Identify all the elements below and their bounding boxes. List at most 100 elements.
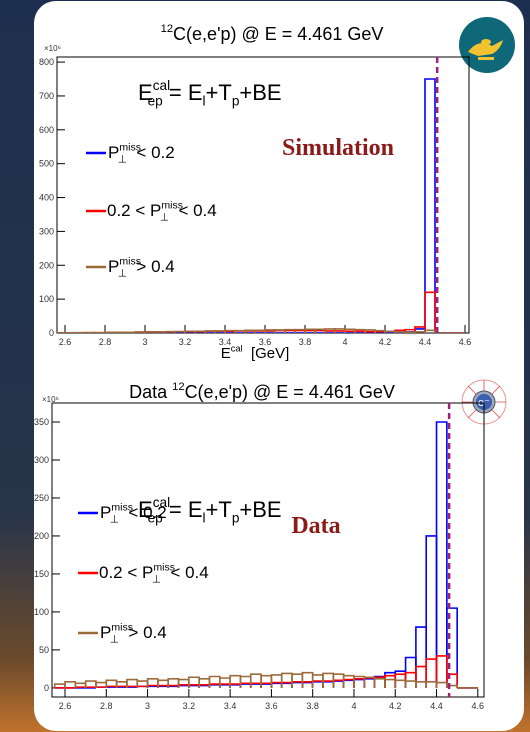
histogram-bin bbox=[424, 329, 436, 333]
plot-frame bbox=[51, 402, 485, 698]
text-part: < 0.2 bbox=[119, 503, 167, 522]
text-part: 12 bbox=[172, 381, 184, 393]
y-tick-label: 300 bbox=[39, 226, 54, 236]
electron-logo: e⁻ bbox=[461, 379, 507, 425]
x-tick-label: 4 bbox=[351, 701, 356, 711]
x-tick-label: 4.4 bbox=[419, 337, 432, 347]
text-part: = E bbox=[163, 497, 203, 522]
x-tick-label: 3.6 bbox=[265, 701, 278, 711]
legend-label: 0.2 < Pmiss ⊥ < 0.4 bbox=[107, 199, 217, 223]
histogram-bin bbox=[446, 607, 458, 688]
text-part: P bbox=[100, 503, 111, 522]
formula: Ecal ep = El+Tp+BE bbox=[138, 78, 282, 108]
text-part: 0.2 < bbox=[107, 201, 150, 220]
x-tick-label: 3.8 bbox=[299, 337, 312, 347]
histogram-bin bbox=[126, 686, 139, 688]
legend-label: Pmiss ⊥ > 0.4 bbox=[108, 255, 175, 279]
chart-title: 12C(e,e'p) @ E = 4.461 GeV bbox=[161, 23, 384, 44]
text-part: cal bbox=[153, 495, 170, 510]
text-part: P bbox=[100, 623, 111, 642]
y-tick-label: 100 bbox=[34, 607, 49, 617]
text-part: p bbox=[232, 511, 240, 526]
text-part: P bbox=[142, 563, 153, 582]
text-part: P bbox=[108, 143, 119, 162]
y-tick-label: 0 bbox=[49, 328, 54, 338]
text-part: ep bbox=[148, 94, 163, 109]
text-part: ⊥ bbox=[152, 573, 161, 585]
y-tick-label: 250 bbox=[34, 493, 49, 503]
text-part: > 0.4 bbox=[127, 257, 175, 276]
histogram-bin bbox=[446, 673, 458, 688]
text-part: P bbox=[150, 201, 161, 220]
text-part: +T bbox=[206, 80, 232, 105]
y-tick-label: 50 bbox=[39, 645, 49, 655]
text-part: C(e,e'p) @ E = 4.461 GeV bbox=[185, 382, 395, 402]
text-part: ep bbox=[148, 511, 163, 526]
histogram-bin bbox=[104, 331, 116, 333]
x-tick-label: 4.2 bbox=[389, 701, 402, 711]
annotation: Data bbox=[291, 513, 340, 539]
text-part: miss bbox=[161, 199, 183, 211]
y-tick-label: 200 bbox=[39, 260, 54, 270]
text-part: E bbox=[221, 345, 231, 362]
text-part: C(e,e'p) @ E = 4.461 GeV bbox=[173, 24, 383, 44]
x-tick-label: 2.6 bbox=[59, 701, 72, 711]
text-part: +BE bbox=[239, 80, 281, 105]
annotation: Simulation bbox=[282, 135, 394, 161]
text-part: p bbox=[232, 94, 240, 109]
histogram-bin bbox=[435, 655, 448, 688]
text-part: cal bbox=[153, 78, 170, 93]
x-tick-label: 2.6 bbox=[59, 337, 72, 347]
y-tick-label: 400 bbox=[39, 193, 54, 203]
histogram-bin bbox=[424, 291, 436, 333]
text-part: ⊥ bbox=[110, 513, 119, 525]
text-part: l bbox=[203, 511, 206, 526]
x-tick-label: 2.8 bbox=[100, 701, 113, 711]
text-part: > 0.4 bbox=[119, 623, 167, 642]
text-part: cal bbox=[231, 343, 243, 353]
text-part: < 0.4 bbox=[169, 201, 217, 220]
y-tick-label: 200 bbox=[34, 531, 49, 541]
y-tick-label: 150 bbox=[34, 569, 49, 579]
text-part: ⊥ bbox=[118, 267, 127, 279]
text-part: miss bbox=[153, 561, 175, 573]
histogram-bin bbox=[435, 421, 448, 688]
x-tick-label: 3 bbox=[142, 337, 147, 347]
text-part: miss bbox=[119, 141, 141, 153]
y-tick-label: 300 bbox=[34, 455, 49, 465]
text-part: l bbox=[203, 94, 206, 109]
legend-label: 0.2 < Pmiss ⊥ < 0.4 bbox=[99, 561, 209, 585]
x-tick-label: 4.2 bbox=[379, 337, 392, 347]
y-tick-label: 0 bbox=[44, 683, 49, 693]
histogram-bin bbox=[74, 686, 87, 688]
text-part: = E bbox=[163, 80, 203, 105]
histogram-bin bbox=[114, 331, 126, 333]
y-multiplier: ×10⁶ bbox=[44, 44, 61, 53]
x-tick-label: 4 bbox=[342, 337, 347, 347]
x-tick-label: 3.2 bbox=[183, 701, 196, 711]
text-part: +BE bbox=[239, 497, 281, 522]
y-multiplier: ×10⁶ bbox=[42, 395, 59, 404]
text-part: E bbox=[138, 80, 153, 105]
text-part: ⊥ bbox=[160, 211, 169, 223]
text-part: Data bbox=[129, 382, 172, 402]
histogram-bin bbox=[95, 686, 108, 688]
panel bbox=[34, 1, 524, 731]
y-tick-label: 700 bbox=[39, 91, 54, 101]
chart-title: Data 12C(e,e'p) @ E = 4.461 GeV bbox=[129, 381, 395, 402]
text-part: < 0.4 bbox=[161, 563, 209, 582]
x-tick-label: 3.6 bbox=[259, 337, 272, 347]
y-tick-label: 500 bbox=[39, 159, 54, 169]
y-tick-label: 800 bbox=[39, 57, 54, 67]
x-tick-label: 4.6 bbox=[472, 701, 485, 711]
formula: Ecal ep = El+Tp+BE bbox=[138, 495, 282, 525]
text-part: miss bbox=[111, 621, 133, 633]
y-tick-label: 350 bbox=[34, 417, 49, 427]
text-part: +T bbox=[206, 497, 232, 522]
histogram-bin bbox=[424, 78, 436, 333]
x-tick-label: 3.8 bbox=[306, 701, 319, 711]
histogram-bin bbox=[84, 686, 97, 688]
x-axis-label: Ecal [GeV] bbox=[221, 343, 290, 362]
